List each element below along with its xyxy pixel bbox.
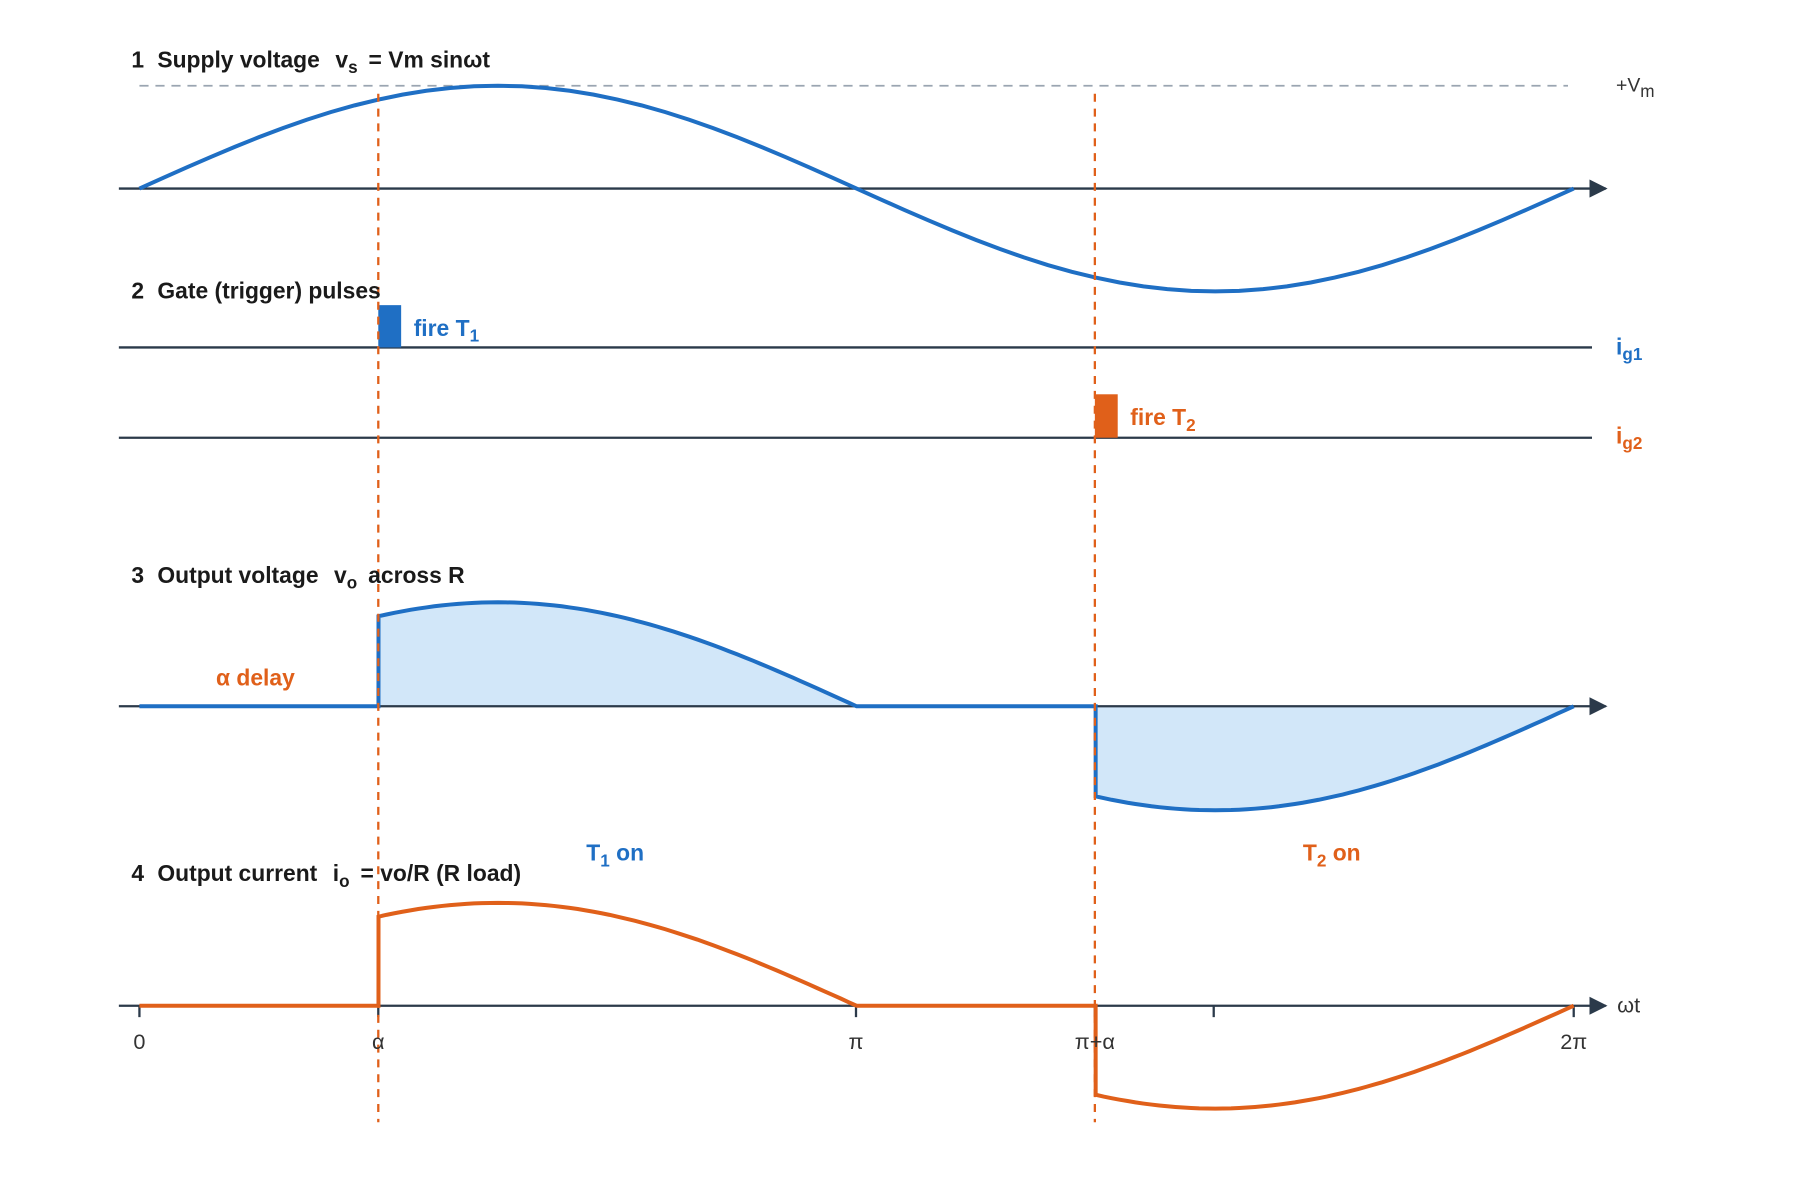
- axis-label: ωt: [1617, 993, 1640, 1018]
- pulse-label: fire T2: [1130, 404, 1195, 435]
- pulse-label: fire T1: [414, 315, 480, 346]
- axis-tick-label: π: [849, 1029, 864, 1054]
- text-part: 1: [600, 850, 610, 870]
- text-part: fire T: [1130, 404, 1186, 430]
- text-part: s: [348, 57, 358, 77]
- panel-title: 1 Supply voltage vs = Vm sinωt: [131, 46, 490, 78]
- text-part: Gate (trigger) pulses: [157, 277, 380, 303]
- text-part: Output voltage: [157, 562, 318, 588]
- waveforms: [118, 83, 1608, 1123]
- axis-tick-label: 2π: [1560, 1029, 1587, 1054]
- axis-tick-label: π+α: [1075, 1029, 1115, 1054]
- text-part: i: [1616, 333, 1622, 359]
- text-part: 3: [131, 562, 144, 588]
- panel-title: 2 Gate (trigger) pulses: [131, 277, 380, 303]
- text-part: on: [1326, 840, 1360, 866]
- pulse: [378, 305, 402, 348]
- text-part: 4: [131, 860, 144, 886]
- text-part: m: [1640, 81, 1654, 101]
- delay-label: α delay: [216, 665, 295, 691]
- conduction-label: T2 on: [1303, 840, 1361, 871]
- text-part: T: [1303, 840, 1317, 866]
- text-part: +V: [1616, 74, 1640, 96]
- text-part: 2: [1186, 415, 1196, 435]
- text-part: Output current: [157, 860, 317, 886]
- text-part: v: [334, 562, 347, 588]
- text-part: o: [347, 573, 357, 593]
- text-part: fire T: [414, 315, 470, 341]
- axis-tick-label: α: [372, 1029, 385, 1054]
- text-part: 2: [1317, 850, 1327, 870]
- text-part: 1: [470, 326, 480, 346]
- text-part: v: [335, 46, 348, 72]
- text-part: i: [1616, 422, 1622, 448]
- peak-label: +Vm: [1616, 74, 1655, 101]
- axis-tick-label: 0: [133, 1029, 145, 1054]
- panel-title: 3 Output voltage vo across R: [131, 562, 465, 594]
- text-part: 2: [131, 277, 144, 303]
- text-part: i: [333, 860, 339, 886]
- text-part: g2: [1622, 433, 1642, 453]
- text-part: across R: [368, 562, 465, 588]
- pulse: [1094, 394, 1118, 438]
- current-wave: [139, 900, 1575, 1111]
- text-part: Supply voltage: [157, 46, 319, 72]
- output-wave: [139, 600, 1575, 813]
- text-part: g1: [1622, 344, 1642, 364]
- text-part: on: [610, 840, 644, 866]
- text-part: T: [586, 840, 600, 866]
- output-fill: [1095, 706, 1574, 811]
- text-part: = Vm sinωt: [369, 46, 491, 72]
- panel-title: 4 Output current io = vo/R (R load): [131, 860, 521, 892]
- text-part: o: [339, 871, 349, 891]
- conduction-label: T1 on: [586, 840, 644, 871]
- text-part: = vo/R (R load): [361, 860, 522, 886]
- signal-label: ig2: [1616, 422, 1642, 453]
- signal-label: ig1: [1616, 333, 1643, 364]
- output-fill: [378, 602, 857, 707]
- text-part: 1: [131, 46, 144, 72]
